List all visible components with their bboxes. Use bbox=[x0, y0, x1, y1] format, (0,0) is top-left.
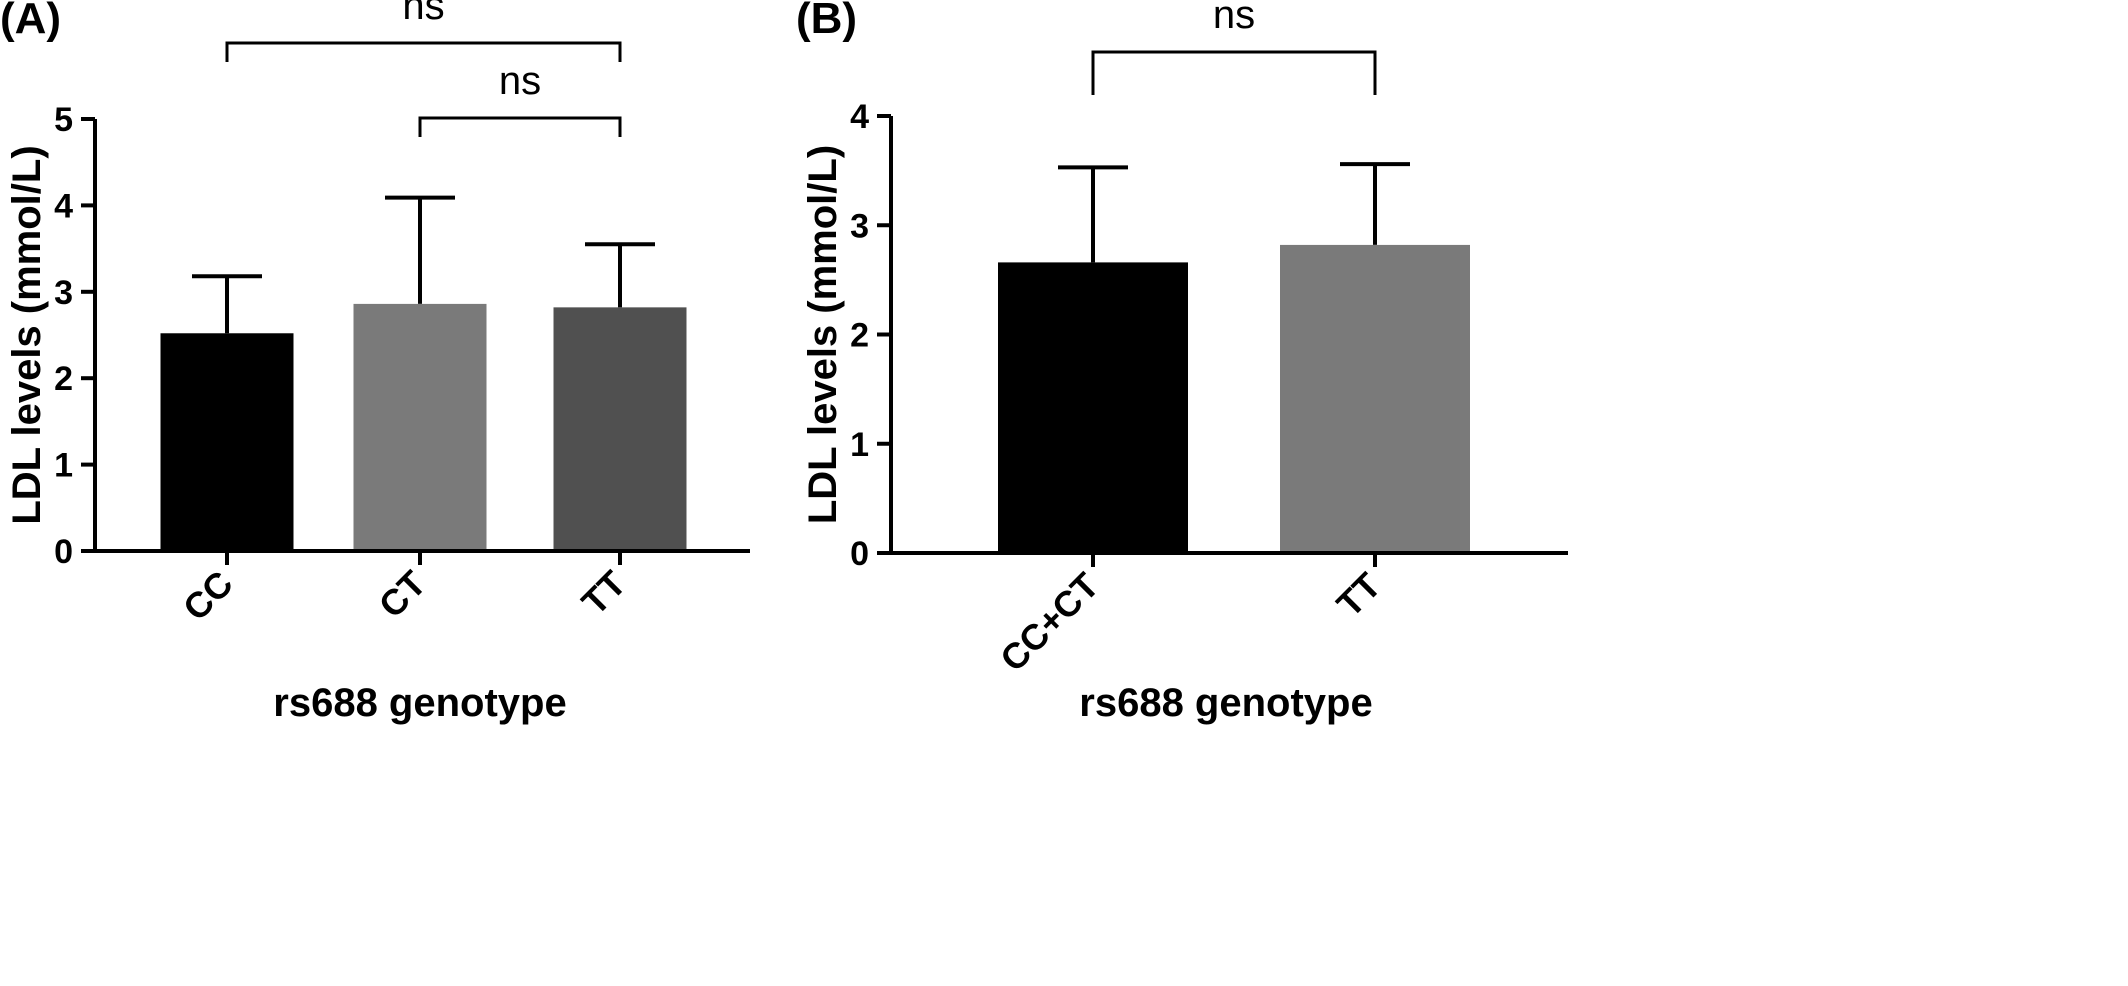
significance-bracket bbox=[418, 116, 622, 137]
y-axis-title: LDL levels (mmol/L) bbox=[5, 145, 49, 524]
y-tick-label: 3 bbox=[54, 274, 73, 312]
chart-panel-1: (A) 0 1 2 3 4 5 CC CT TT rs688 genotype LDL levels … bbox=[0, 0, 750, 725]
significance-label: ns bbox=[499, 59, 541, 103]
x-tick-label: CC bbox=[175, 563, 241, 629]
x-tick-label: TT bbox=[1329, 565, 1389, 625]
bar-cc-ct bbox=[998, 262, 1188, 553]
y-tick-label: 4 bbox=[54, 187, 73, 225]
chart-panel-2: (B) 0 1 2 3 4 CC+CT TT rs688 genotype LDL levels … bbox=[796, 0, 1568, 725]
significance-bracket bbox=[1091, 50, 1377, 95]
x-tick-label: CT bbox=[371, 563, 434, 626]
y-tick-label: 3 bbox=[850, 207, 869, 245]
y-axis-title: LDL levels (mmol/L) bbox=[801, 145, 845, 524]
y-tick-label: 0 bbox=[54, 533, 73, 571]
bar-ct bbox=[353, 303, 487, 551]
significance-label: ns bbox=[1213, 0, 1255, 37]
significance-bracket bbox=[225, 41, 622, 62]
y-tick-label: 5 bbox=[54, 101, 73, 139]
y-tick-label: 2 bbox=[54, 360, 73, 398]
bar-tt bbox=[1280, 244, 1470, 554]
panel-label: (B) bbox=[796, 0, 857, 43]
x-tick-label: CC+CT bbox=[992, 565, 1107, 680]
x-axis-title: rs688 genotype bbox=[273, 681, 566, 725]
y-tick-label: 2 bbox=[850, 317, 869, 355]
panel-label: (A) bbox=[0, 0, 61, 43]
bar-cc bbox=[160, 333, 294, 551]
significance-label: ns bbox=[402, 0, 444, 28]
bar-tt bbox=[553, 307, 687, 551]
y-tick-label: 1 bbox=[850, 426, 869, 464]
x-tick-label: TT bbox=[574, 563, 634, 623]
y-tick-label: 4 bbox=[850, 98, 869, 136]
x-axis-title: rs688 genotype bbox=[1079, 681, 1372, 725]
y-tick-label: 0 bbox=[850, 535, 869, 573]
y-tick-label: 1 bbox=[54, 447, 73, 485]
